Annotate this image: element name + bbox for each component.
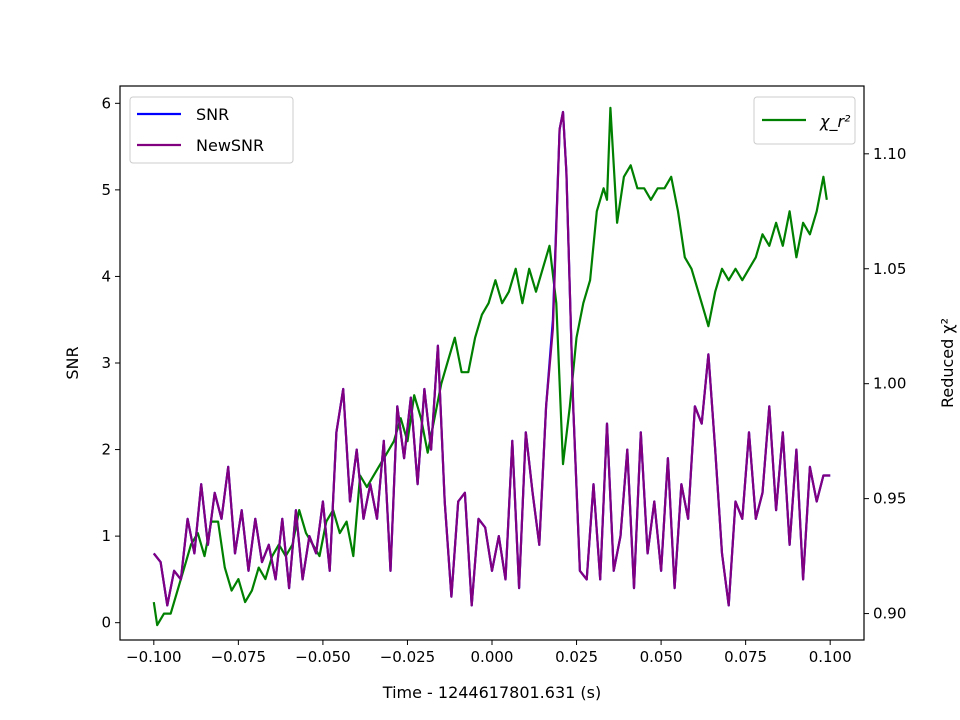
y-axis-label-right: Reduced χ² xyxy=(938,318,957,408)
y-left-tick-label: 2 xyxy=(101,441,111,459)
series-line-newsnr xyxy=(152,110,831,607)
y-right-tick-label: 0.95 xyxy=(873,490,906,508)
x-ticks: −0.100 −0.075 −0.050 −0.025 0.000 0.025 0.050 0… xyxy=(126,640,852,666)
y-left-tick-label: 0 xyxy=(101,614,111,632)
legend-label-newsnr: NewSNR xyxy=(196,136,264,155)
legend-label-chi2: χ_r² xyxy=(819,112,851,132)
x-tick-label: 0.050 xyxy=(640,648,683,666)
x-tick-label: 0.075 xyxy=(724,648,767,666)
x-tick-label: −0.050 xyxy=(295,648,351,666)
y-left-tick-label: 6 xyxy=(101,94,111,112)
y-right-tick-label: 1.10 xyxy=(873,145,906,163)
y-left-ticks: 0 1 2 3 4 5 6 xyxy=(101,94,120,632)
y-left-tick-label: 4 xyxy=(101,267,111,285)
legend-right: χ_r² xyxy=(753,96,856,145)
y-right-tick-label: 0.90 xyxy=(873,605,906,623)
y-right-ticks: 0.90 0.95 1.00 1.05 1.10 xyxy=(864,145,906,623)
legend-left: SNR NewSNR xyxy=(129,96,294,164)
x-tick-label: 0.025 xyxy=(555,648,598,666)
x-tick-label: −0.025 xyxy=(380,648,436,666)
y-right-tick-label: 1.05 xyxy=(873,260,906,278)
series-line--r- xyxy=(152,106,828,627)
x-tick-label: 0.100 xyxy=(809,648,852,666)
x-tick-label: −0.075 xyxy=(211,648,267,666)
y-right-tick-label: 1.00 xyxy=(873,375,906,393)
y-axis-label-left: SNR xyxy=(63,346,82,379)
y-left-tick-label: 5 xyxy=(101,181,111,199)
x-tick-label: 0.000 xyxy=(471,648,514,666)
y-left-tick-label: 1 xyxy=(101,527,111,545)
y-left-tick-label: 3 xyxy=(101,354,111,372)
legend-label-snr: SNR xyxy=(196,105,229,124)
x-tick-label: −0.100 xyxy=(126,648,182,666)
series-layer xyxy=(152,106,831,627)
x-axis-label: Time - 1244617801.631 (s) xyxy=(382,683,601,702)
